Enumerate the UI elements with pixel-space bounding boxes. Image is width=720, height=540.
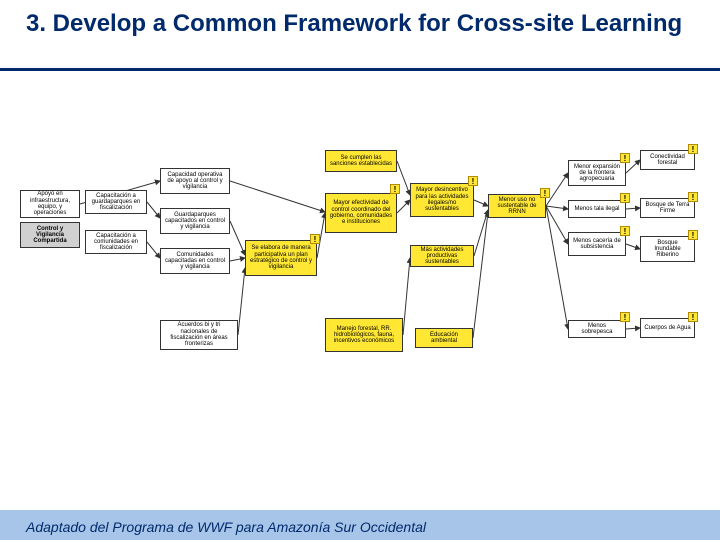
arrow: [546, 206, 568, 244]
node-n7: Comunidades capacitadas en control y vig…: [160, 248, 230, 274]
node-n18: Menos tala ilegal: [568, 200, 626, 218]
node-n5: Capacidad operativa de apoyo al control …: [160, 168, 230, 194]
node-n16: Menor uso no sustentable de RRNN: [488, 194, 546, 218]
warning-icon: !: [688, 230, 698, 240]
node-n4: Capacitación a comunidades en fiscalizac…: [85, 230, 147, 254]
arrow: [147, 202, 160, 218]
arrow: [474, 200, 488, 206]
node-n13: Mayor desincentivo para las actividades …: [410, 183, 474, 217]
footer-citation: Adaptado del Programa de WWF para Amazon…: [26, 519, 426, 535]
node-n10: Se cumplen las sanciones establecidas: [325, 150, 397, 172]
warning-icon: !: [390, 184, 400, 194]
node-n9: Se elabora de manera participativa un pl…: [245, 240, 317, 276]
node-n3: Capacitación a guardaparques en fiscaliz…: [85, 190, 147, 214]
title-underline: [0, 68, 720, 71]
footer-bar: Adaptado del Programa de WWF para Amazon…: [0, 510, 720, 540]
arrow: [147, 242, 160, 258]
node-n15: Educación ambiental: [415, 328, 473, 348]
node-n6: Guardaparques capacitados en control y v…: [160, 208, 230, 234]
warning-icon: !: [688, 144, 698, 154]
arrow: [230, 181, 325, 212]
warning-icon: !: [688, 192, 698, 202]
warning-icon: !: [620, 312, 630, 322]
node-n1: Apoyo en infraestructura, equipo, y oper…: [20, 190, 80, 218]
arrow: [546, 206, 568, 209]
node-n22: Bosque de Terra Firme: [640, 198, 695, 218]
arrow: [626, 208, 640, 209]
arrow: [626, 244, 640, 249]
arrow: [474, 210, 488, 256]
arrow: [626, 328, 640, 329]
title-bar: 3. Develop a Common Framework for Cross-…: [0, 0, 720, 70]
arrow: [230, 258, 245, 261]
node-n23: Bosque Inundable Riberino: [640, 236, 695, 262]
page-title: 3. Develop a Common Framework for Cross-…: [26, 10, 686, 38]
arrow: [238, 268, 245, 335]
arrow: [546, 206, 568, 329]
warning-icon: !: [620, 193, 630, 203]
node-n2: Control y Vigilancia Compartida: [20, 222, 80, 248]
warning-icon: !: [620, 226, 630, 236]
node-n20: Menos sobrepesca: [568, 320, 626, 338]
warning-icon: !: [620, 153, 630, 163]
node-n12: Manejo forestal, RR. hidrobiológicos, fa…: [325, 318, 403, 352]
arrow: [403, 258, 410, 335]
arrow: [473, 212, 488, 338]
node-n21: Conectividad forestal: [640, 150, 695, 170]
warning-icon: !: [310, 234, 320, 244]
warning-icon: !: [540, 188, 550, 198]
node-n11: Mayor efectividad de control coordinado …: [325, 193, 397, 233]
node-n17: Menor expansión de la frontera agropecua…: [568, 160, 626, 186]
node-n14: Más actividades productivas sustentables: [410, 245, 474, 267]
warning-icon: !: [468, 176, 478, 186]
warning-icon: !: [688, 312, 698, 322]
framework-diagram: Apoyo en infraestructura, equipo, y oper…: [20, 150, 700, 400]
arrows-layer: [20, 150, 700, 400]
node-n24: Cuerpos de Agua: [640, 318, 695, 338]
arrow: [230, 221, 245, 255]
slide: 3. Develop a Common Framework for Cross-…: [0, 0, 720, 540]
node-n19: Menos cacería de subsistencia: [568, 232, 626, 256]
arrow: [397, 200, 410, 213]
node-n8: Acuerdos bi y tri nacionales de fiscaliz…: [160, 320, 238, 350]
